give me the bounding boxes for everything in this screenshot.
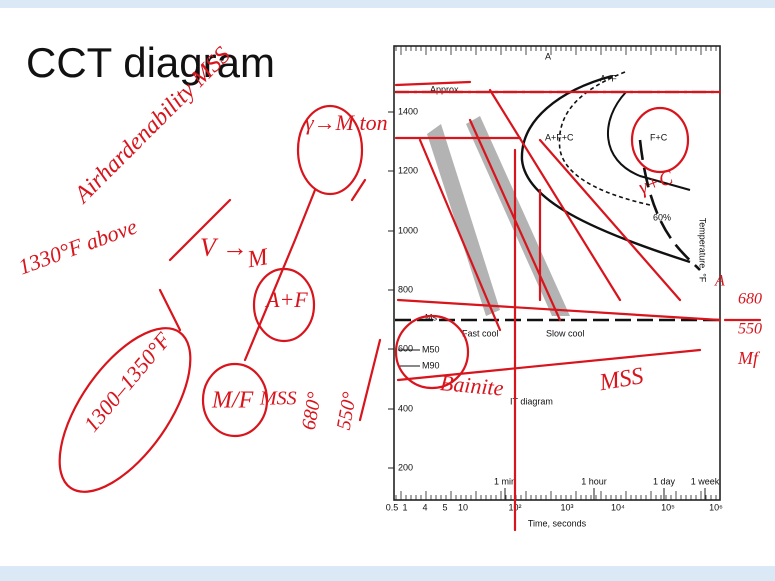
handwritten-note: M/F xyxy=(211,388,254,414)
y-tick-label: 1000 xyxy=(398,225,418,235)
y-tick-label: 600 xyxy=(398,343,413,353)
slide-title: CCT diagram xyxy=(26,39,275,86)
handwritten-note: 550° xyxy=(333,390,361,431)
ink-circle xyxy=(34,307,215,513)
x-tick-label: 10⁵ xyxy=(661,502,675,512)
time-mark: 1 min xyxy=(494,476,516,486)
x-tick-label: 4 xyxy=(422,502,427,512)
x-tick-label: 10⁴ xyxy=(611,502,625,512)
figure-label: IT diagram xyxy=(510,396,553,406)
handwritten-note: Bainite xyxy=(439,370,505,400)
handwritten-note: 550 xyxy=(738,321,762,338)
x-tick-label: 10³ xyxy=(560,502,573,512)
handwritten-note: Mf xyxy=(737,348,761,368)
figure-label: Fast cool xyxy=(462,328,499,338)
handwritten-note: A xyxy=(714,273,725,290)
handwritten-note: 680 xyxy=(738,291,762,308)
x-tick-label: 10 xyxy=(458,502,468,512)
time-mark: 1 week xyxy=(691,476,720,486)
y-tick-label: 1400 xyxy=(398,106,418,116)
x-tick-label: 0.5 xyxy=(386,502,399,512)
handwritten-note: γ+C xyxy=(636,166,677,199)
figure-label: F+C xyxy=(650,132,668,142)
figure-label: A xyxy=(545,51,551,61)
bottom-bar xyxy=(0,566,775,581)
figure-label: 60% xyxy=(653,212,671,222)
figure-label: M90 xyxy=(422,360,440,370)
handwritten-note: A+F xyxy=(264,287,308,312)
x-tick-label: 5 xyxy=(442,502,447,512)
figure-label: A+F+C xyxy=(545,132,574,142)
handwritten-note: 1330°F above xyxy=(15,213,141,279)
handwritten-note: γ→M ton xyxy=(305,110,388,135)
handwritten-note: 680° xyxy=(298,390,326,431)
figure-label: A+F xyxy=(600,73,617,83)
time-mark: 1 hour xyxy=(581,476,607,486)
plot-frame xyxy=(394,46,720,500)
x-tick-label: 10⁶ xyxy=(709,502,723,512)
x-tick-label: 1 xyxy=(402,502,407,512)
y-tick-label: 400 xyxy=(398,403,413,413)
y-tick-label: 200 xyxy=(398,462,413,472)
handwritten-note: M xyxy=(244,244,271,274)
figure-label: M50 xyxy=(422,344,440,354)
tick-marks xyxy=(388,46,716,500)
y-tick-label: 1200 xyxy=(398,165,418,175)
figure-label: Slow cool xyxy=(546,328,585,338)
handwritten-note: MSS xyxy=(259,388,297,410)
handwritten-note: MSS xyxy=(596,363,645,396)
y-tick-label: 800 xyxy=(398,284,413,294)
top-bar xyxy=(0,0,775,8)
time-mark: 1 day xyxy=(653,476,676,486)
handwritten-note: V → xyxy=(200,233,248,262)
x-axis-label: Time, seconds xyxy=(528,518,587,528)
slide: CCT diagram 1400120010008006004002000.51… xyxy=(0,0,775,581)
y-axis-label: Temperature, °F xyxy=(698,218,708,283)
